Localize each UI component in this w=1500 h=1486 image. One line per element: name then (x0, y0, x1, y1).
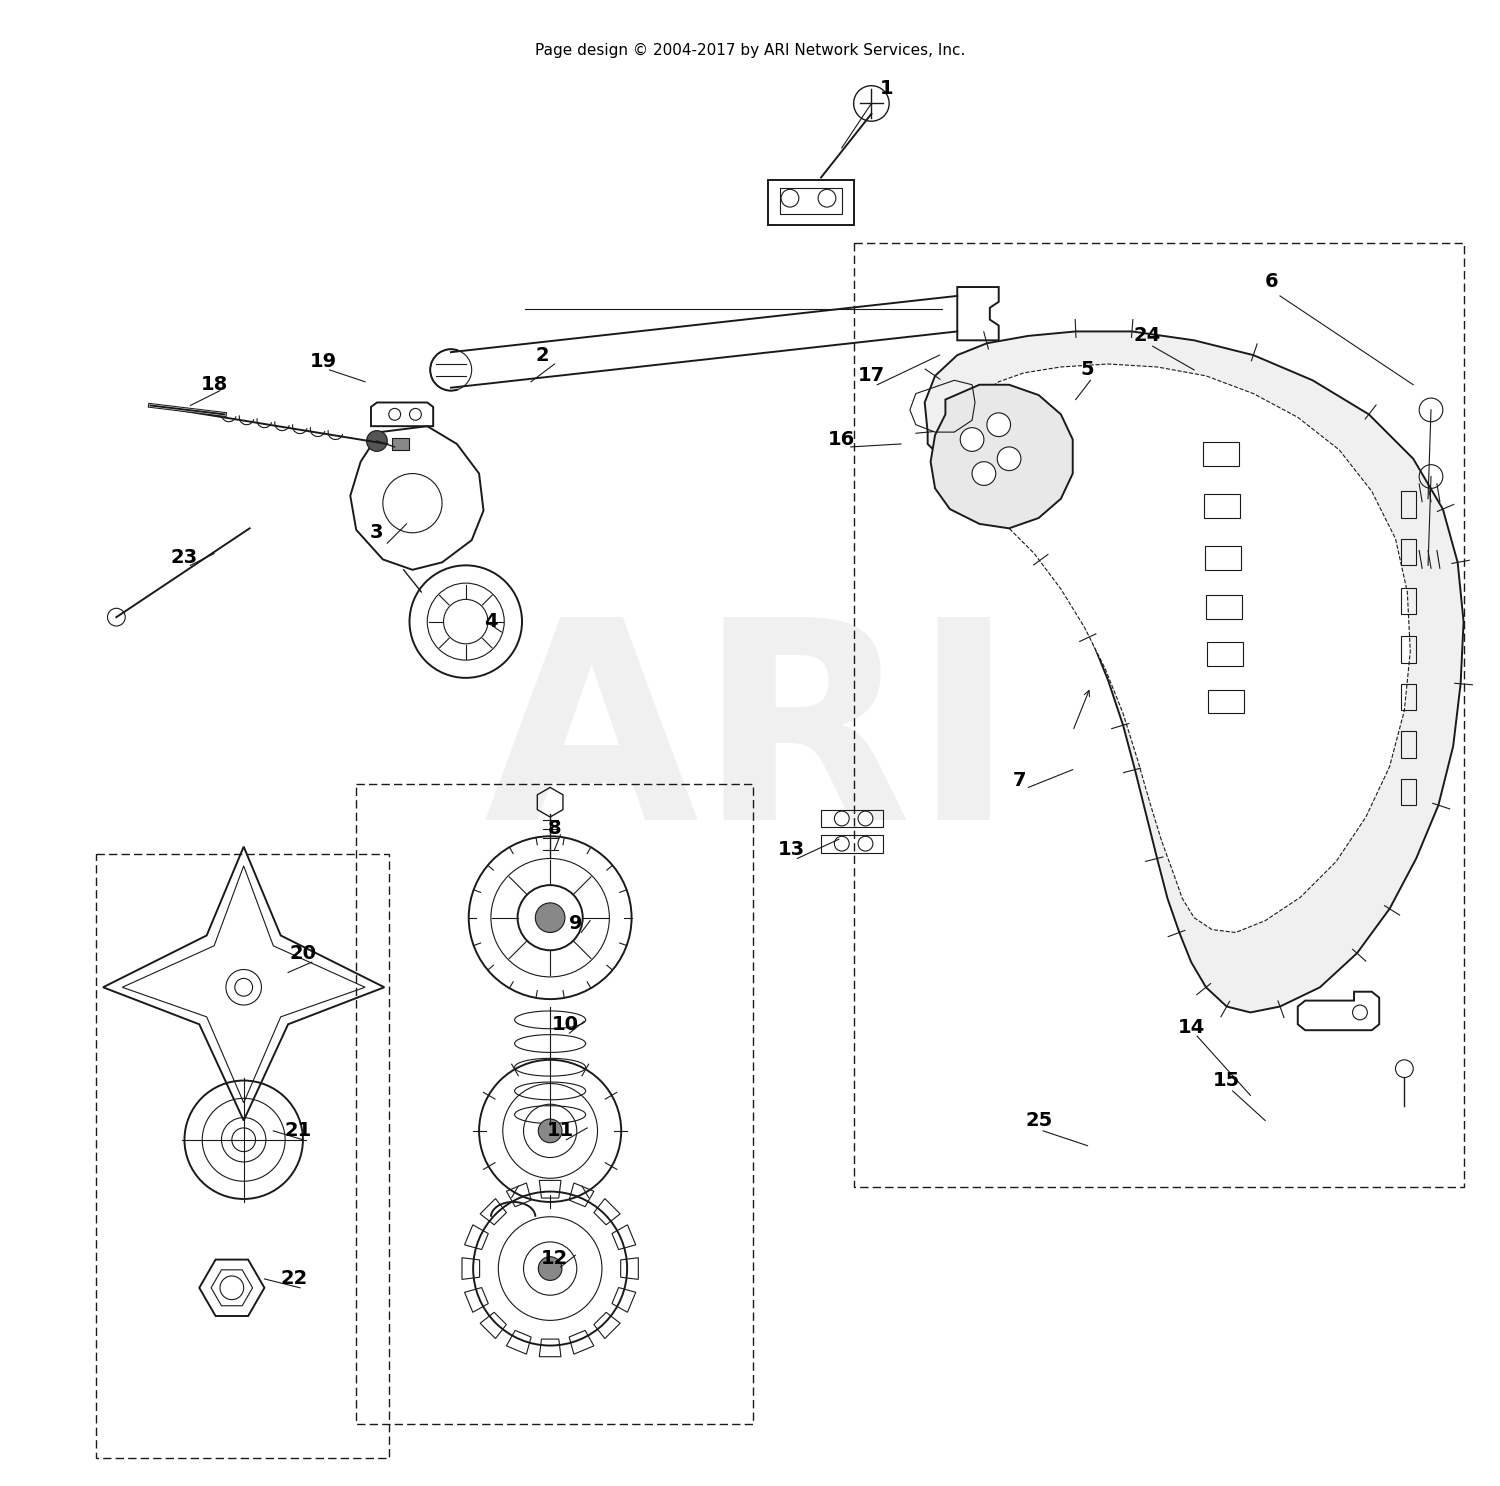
Circle shape (834, 837, 849, 851)
Text: 12: 12 (542, 1248, 568, 1268)
Polygon shape (954, 364, 1410, 933)
Bar (853, 242, 1464, 1187)
Circle shape (960, 428, 984, 452)
Bar (1401, 539, 1416, 565)
Text: ARI: ARI (484, 608, 1016, 878)
Text: 16: 16 (828, 429, 855, 449)
Bar (392, 438, 410, 450)
Circle shape (987, 413, 1011, 437)
Bar (356, 785, 753, 1424)
Bar (1204, 545, 1240, 569)
Bar (1401, 587, 1416, 614)
Bar (1203, 443, 1239, 467)
Circle shape (538, 1119, 562, 1143)
Text: 18: 18 (201, 376, 228, 394)
Text: 21: 21 (285, 1122, 312, 1140)
Text: 13: 13 (778, 840, 806, 859)
Text: 23: 23 (171, 548, 198, 568)
Bar (1401, 731, 1416, 758)
Polygon shape (924, 331, 1464, 1012)
Circle shape (782, 189, 800, 207)
Text: 22: 22 (280, 1269, 308, 1288)
Circle shape (818, 189, 836, 207)
Text: 20: 20 (290, 944, 316, 963)
Bar (1206, 594, 1242, 618)
Text: 6: 6 (1264, 272, 1278, 291)
Circle shape (388, 409, 400, 421)
Text: 14: 14 (1178, 1018, 1204, 1037)
Circle shape (834, 811, 849, 826)
Bar (1208, 642, 1242, 666)
Circle shape (858, 811, 873, 826)
Text: 11: 11 (548, 1122, 574, 1140)
Circle shape (410, 409, 422, 421)
Text: 7: 7 (1013, 771, 1026, 789)
Bar (96, 854, 388, 1458)
Bar (1401, 492, 1416, 519)
Text: 3: 3 (370, 523, 384, 542)
Text: 10: 10 (552, 1015, 579, 1034)
Text: 19: 19 (310, 352, 338, 370)
Text: Page design © 2004-2017 by ARI Network Services, Inc.: Page design © 2004-2017 by ARI Network S… (536, 43, 964, 58)
Circle shape (538, 1257, 562, 1281)
Text: 17: 17 (858, 367, 885, 385)
Text: 2: 2 (536, 346, 549, 364)
Bar (1401, 684, 1416, 710)
Text: 1: 1 (879, 79, 892, 98)
Circle shape (998, 447, 1022, 471)
Bar (1401, 779, 1416, 805)
Circle shape (858, 837, 873, 851)
Text: 24: 24 (1132, 327, 1161, 345)
Circle shape (536, 903, 566, 933)
Text: 5: 5 (1080, 361, 1095, 379)
Text: 9: 9 (568, 914, 582, 933)
Text: 15: 15 (1214, 1071, 1240, 1091)
Circle shape (972, 462, 996, 486)
Polygon shape (930, 385, 1072, 529)
Bar (768, 180, 853, 224)
Bar (1204, 495, 1239, 519)
Bar (1401, 636, 1416, 663)
Bar (1208, 690, 1243, 713)
Circle shape (1353, 1005, 1368, 1019)
Text: 25: 25 (1024, 1112, 1053, 1129)
Circle shape (366, 431, 387, 452)
Bar (780, 187, 842, 214)
Text: 8: 8 (548, 819, 561, 838)
Text: 4: 4 (484, 612, 498, 632)
